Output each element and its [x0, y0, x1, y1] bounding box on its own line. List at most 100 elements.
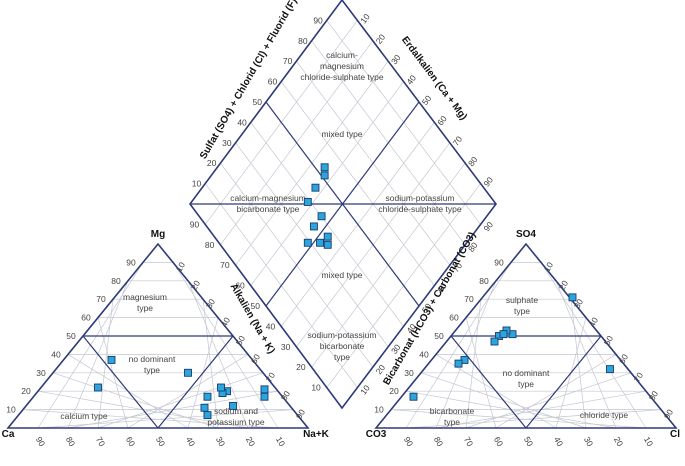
- anion-region-chloride: chloride type: [580, 410, 628, 420]
- diamond-region-top: chloride-sulphate type: [300, 72, 383, 82]
- cation-tick-left: 90: [126, 257, 136, 267]
- diamond-sample-point: [311, 183, 320, 192]
- cation-tick-bottom: 20: [244, 435, 258, 448]
- anion-region-sulphate: sulphate: [506, 295, 538, 305]
- cation-region-magnesium: type: [137, 303, 153, 313]
- cation-tick-left: 20: [21, 386, 31, 396]
- cation-label-mg: Mg: [151, 229, 165, 240]
- diamond-tick-ll: 30: [281, 342, 291, 352]
- cation-tick-right: 70: [264, 370, 278, 383]
- anion-tick-right: 20: [557, 278, 571, 291]
- diamond-sample-point: [320, 171, 329, 180]
- diamond-tick-ll: 80: [205, 240, 215, 250]
- cation-tick-bottom: 30: [214, 435, 228, 448]
- diamond-region-left: calcium-magnesium: [230, 193, 306, 203]
- anion-tick-right: 60: [617, 352, 631, 365]
- diamond-region-right: sodium-potassium: [386, 193, 455, 203]
- cation-region-magnesium: magnesium: [123, 292, 167, 302]
- diamond-region-bottom: bicarbonate: [320, 341, 365, 351]
- diamond-sample-point: [303, 238, 312, 247]
- anion-tick-bottom: 70: [462, 435, 476, 448]
- anion-tick-bottom: 50: [522, 435, 536, 448]
- cation-tick-left: 80: [111, 276, 121, 286]
- anion-tick-right: 70: [632, 370, 646, 383]
- anion-tick-bottom: 10: [642, 435, 656, 448]
- cation-tick-right: 10: [174, 260, 188, 273]
- cation-sample-point: [200, 403, 209, 412]
- diamond-sample-point: [303, 198, 312, 206]
- anion-tick-left: 10: [374, 405, 384, 415]
- cation-sample-point: [94, 383, 102, 392]
- cation-tick-right: 50: [234, 334, 248, 347]
- cation-tick-left: 40: [51, 349, 61, 359]
- cation-side-label: Alkalien (Na + K): [228, 282, 277, 356]
- diamond-sample-point: [317, 212, 326, 221]
- diamond-tick-ll: 20: [296, 362, 306, 372]
- diamond-tick-ll: 10: [311, 383, 321, 393]
- sample-points: [94, 163, 614, 420]
- cation-field-na: [157, 335, 234, 429]
- anion-sample-point: [409, 392, 418, 401]
- diamond-tick-ll: 40: [266, 321, 276, 331]
- cation-tick-left: 30: [36, 368, 46, 378]
- diamond-tick-ul: 10: [192, 179, 202, 189]
- cation-tick-right: 40: [219, 315, 233, 328]
- diamond-tick-ul: 50: [253, 97, 263, 107]
- anion-tick-left: 60: [449, 313, 459, 323]
- cation-tick-right: 20: [189, 278, 203, 291]
- anion-tick-right: 90: [662, 407, 676, 420]
- cation-tick-bottom: 50: [154, 435, 168, 448]
- cation-sample-point: [203, 392, 212, 401]
- cation-sample-point: [203, 411, 212, 420]
- diamond-region-lower-mixed: mixed type: [321, 270, 362, 280]
- diamond-tick-ll: 70: [220, 260, 230, 270]
- cation-tick-bottom: 80: [64, 435, 78, 448]
- cation-tick-bottom: 10: [274, 435, 288, 448]
- cation-region-sodium: sodium and: [214, 406, 258, 416]
- cation-border: [6, 242, 310, 429]
- diamond-sample-point: [320, 163, 329, 172]
- anion-tick-left: 30: [404, 368, 414, 378]
- diamond-sample-point: [316, 238, 324, 247]
- anion-sample-point: [454, 359, 463, 368]
- anion-tick-left: 70: [464, 294, 474, 304]
- diamond-region-right: chloride-sulphate type: [378, 204, 461, 214]
- diamond-region-bottom: sodium-potassium: [308, 330, 377, 340]
- field-boundaries: [82, 101, 602, 429]
- diamond-region-upper-mixed: mixed type: [321, 129, 362, 139]
- anion-sample-point: [568, 293, 577, 302]
- anion-label-co3: CO3: [366, 429, 387, 440]
- diamond-region-bottom: type: [334, 352, 350, 362]
- cation-tick-bottom: 40: [184, 435, 198, 448]
- cation-tick-left: 50: [66, 331, 76, 341]
- cation-label-ca: Ca: [2, 429, 15, 440]
- cation-region-sodium: potassium type: [207, 417, 264, 427]
- diamond-tick-ul: 70: [283, 56, 293, 66]
- anion-field-co3: [450, 335, 527, 429]
- anion-tick-bottom: 30: [582, 435, 596, 448]
- anion-field-cl: [525, 335, 602, 429]
- anion-tick-right: 40: [587, 315, 601, 328]
- anion-region-no-dominant: no dominant: [503, 368, 550, 378]
- diamond-sample-point: [309, 222, 318, 231]
- triangle-borders: [6, 0, 678, 429]
- cation-sample-point: [260, 392, 269, 401]
- anion-tick-bottom: 80: [432, 435, 446, 448]
- diamond-tick-ul: 40: [237, 117, 247, 127]
- cation-region-no-dominant: no dominant: [129, 354, 176, 364]
- anion-region-no-dominant: type: [518, 379, 534, 389]
- diamond-tick-ul: 20: [207, 158, 217, 168]
- diamond-tick-ul: 90: [313, 15, 323, 25]
- cation-tick-bottom: 90: [34, 435, 48, 448]
- cation-region-no-dominant: type: [144, 365, 160, 375]
- diamond-tick-ll: 50: [251, 301, 261, 311]
- diamond-tick-ul: 30: [222, 138, 232, 148]
- anion-tick-bottom: 40: [552, 435, 566, 448]
- anion-tick-bottom: 20: [612, 435, 626, 448]
- cation-label-nak: Na+K: [303, 429, 330, 440]
- anion-tick-bottom: 90: [402, 435, 416, 448]
- diamond-tick-ll: 90: [190, 219, 200, 229]
- cation-sample-point: [260, 385, 269, 394]
- diamond-border: [189, 0, 498, 410]
- anion-tick-left: 50: [434, 331, 444, 341]
